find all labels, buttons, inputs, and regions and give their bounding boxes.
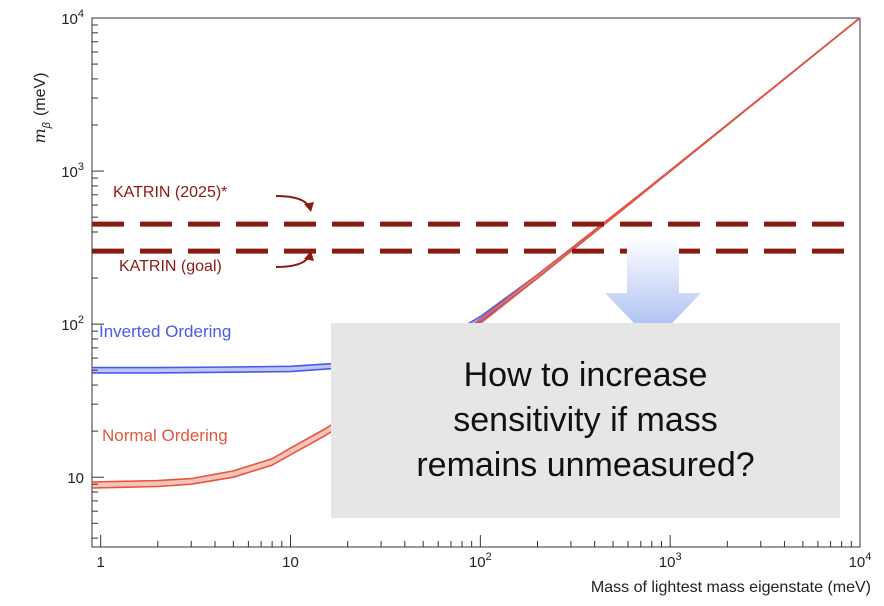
katrin-goal-label: KATRIN (goal) bbox=[119, 258, 222, 275]
down-arrow-icon bbox=[605, 237, 701, 343]
katrin-2025-label: KATRIN (2025)* bbox=[113, 184, 227, 201]
sensitivity-question-callout: How to increase sensitivity if mass rema… bbox=[331, 323, 840, 518]
katrin-2025-arrowhead bbox=[304, 202, 314, 212]
x-axis-title: Mass of lightest mass eigenstate (meV) bbox=[591, 579, 871, 596]
callout-line-2: sensitivity if mass bbox=[453, 401, 718, 439]
y-tick-label: 103 bbox=[61, 161, 84, 181]
plot-frame bbox=[91, 17, 861, 548]
x-tick-label: 10 bbox=[282, 554, 299, 571]
x-tick-label: 104 bbox=[849, 551, 872, 571]
x-tick-label: 102 bbox=[469, 551, 492, 571]
plot-area bbox=[91, 17, 861, 548]
y-tick-label: 102 bbox=[61, 314, 84, 334]
katrin-goal-arrowhead bbox=[304, 251, 314, 261]
y-tick-label: 10 bbox=[67, 470, 84, 487]
series-label-inverted: Inverted Ordering bbox=[99, 322, 231, 341]
series-label-normal: Normal Ordering bbox=[102, 426, 228, 445]
x-tick-label: 1 bbox=[97, 554, 105, 571]
axis-ticks: 1 10 102 103 104 10 102 103 104 bbox=[61, 8, 871, 571]
katrin-goal-arrow bbox=[275, 253, 311, 268]
svg-text:mβ(meV): mβ(meV) bbox=[30, 72, 53, 143]
y-axis-title: mβ(meV) bbox=[30, 72, 53, 143]
katrin-limits bbox=[92, 221, 860, 254]
x-tick-label: 103 bbox=[659, 551, 682, 571]
katrin-2025-arrow bbox=[275, 195, 311, 210]
callout-line-3: remains unmeasured? bbox=[416, 446, 755, 484]
callout-line-1: How to increase bbox=[463, 356, 708, 394]
y-tick-label: 104 bbox=[61, 8, 84, 28]
